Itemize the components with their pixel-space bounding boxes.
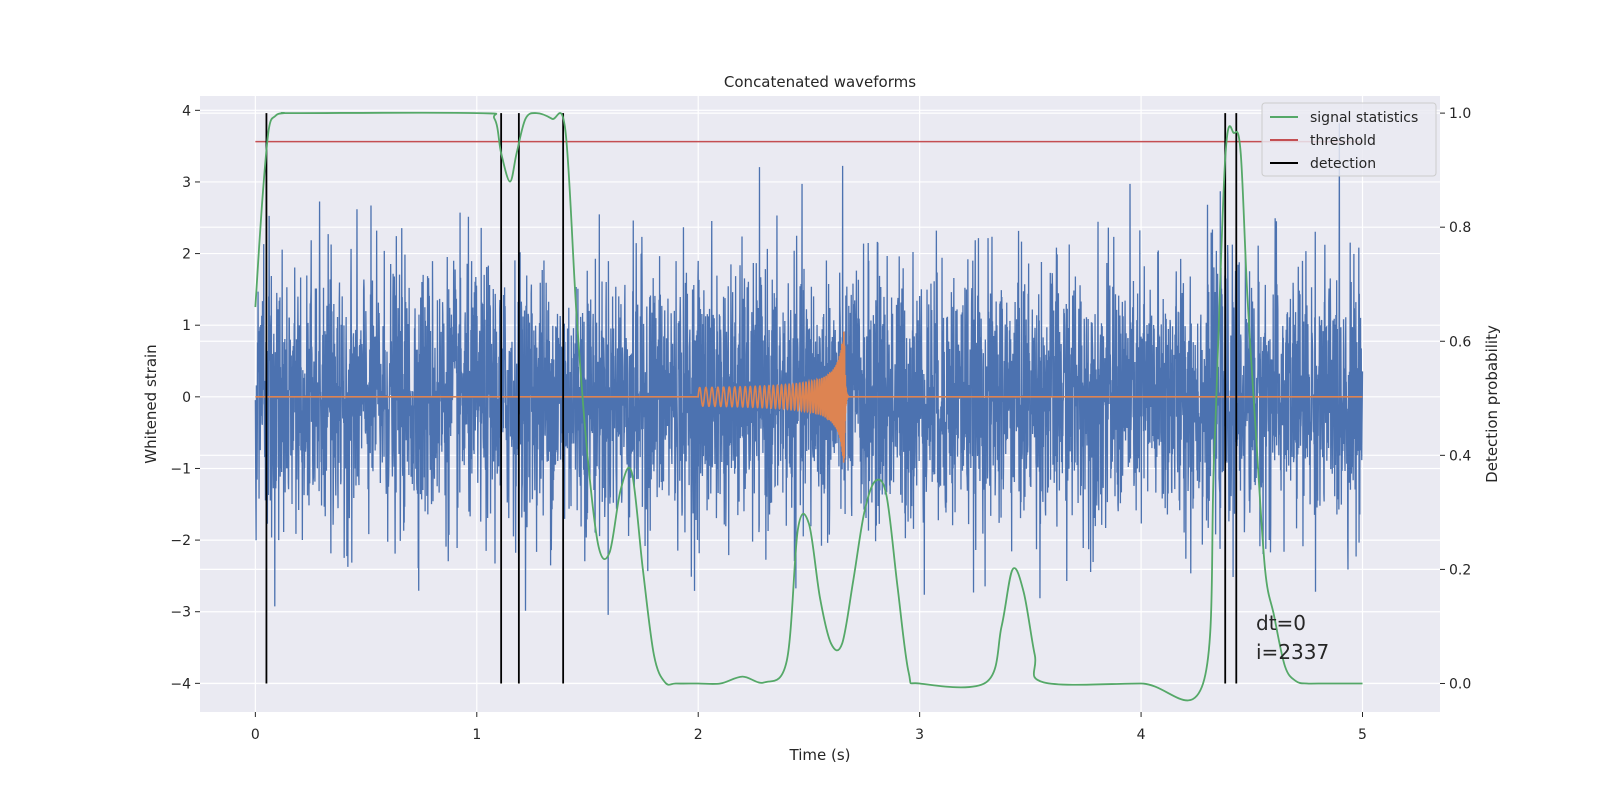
y-tick-label: 4: [182, 103, 191, 119]
x-tick-label: 4: [1137, 727, 1146, 743]
x-tick-label: 1: [472, 727, 481, 743]
injection-line: [255, 331, 1363, 463]
y-tick-label: −3: [170, 605, 191, 621]
y2-tick-label: 1.0: [1449, 106, 1471, 122]
y-tick-label: −4: [170, 676, 191, 692]
x-tick-label: 0: [251, 727, 260, 743]
x-tick-label: 5: [1358, 727, 1367, 743]
whitened-strain-line: [254, 123, 1364, 615]
chart-title: Concatenated waveforms: [724, 73, 916, 91]
y2-tick-label: 0.6: [1449, 334, 1471, 350]
y2-tick-label: 0.8: [1449, 220, 1471, 236]
x-tick-label: 2: [694, 727, 703, 743]
legend-box: [1261, 102, 1437, 177]
y-tick-label: 3: [182, 175, 191, 191]
annotation-index: i=2337: [1256, 640, 1329, 664]
x-tick-label: 3: [915, 727, 924, 743]
y-axis-label: Whitened strain: [142, 344, 160, 463]
noise-layer: [254, 123, 1364, 615]
y-tick-label: 1: [182, 318, 191, 334]
y2-tick-label: 0.0: [1449, 676, 1471, 692]
detection-lines: [265, 113, 1238, 684]
y-tick-label: 0: [182, 390, 191, 406]
x-ticks: 0 1 2 3 4 5: [251, 712, 1367, 743]
y2-ticks: 0.0 0.2 0.4 0.6 0.8 1.0: [1440, 106, 1471, 692]
y2-tick-label: 0.4: [1449, 448, 1471, 464]
y-tick-label: 2: [182, 247, 191, 263]
y-tick-label: −1: [170, 461, 191, 477]
y-tick-label: −2: [170, 533, 191, 549]
legend-label-detection: detection: [1310, 156, 1376, 172]
y2-axis-label: Detection probability: [1483, 325, 1501, 483]
legend-label-threshold: threshold: [1310, 133, 1376, 149]
signal-statistics-line: [254, 111, 1363, 702]
y2-tick-label: 0.2: [1449, 562, 1471, 578]
x-axis-label: Time (s): [789, 746, 851, 764]
y-ticks: −4 −3 −2 −1 0 1 2 3 4: [170, 103, 200, 692]
legend-label-signal-statistics: signal statistics: [1310, 110, 1418, 126]
annotation-dt: dt=0: [1256, 611, 1306, 635]
legend: signal statistics threshold detection: [1261, 102, 1437, 177]
